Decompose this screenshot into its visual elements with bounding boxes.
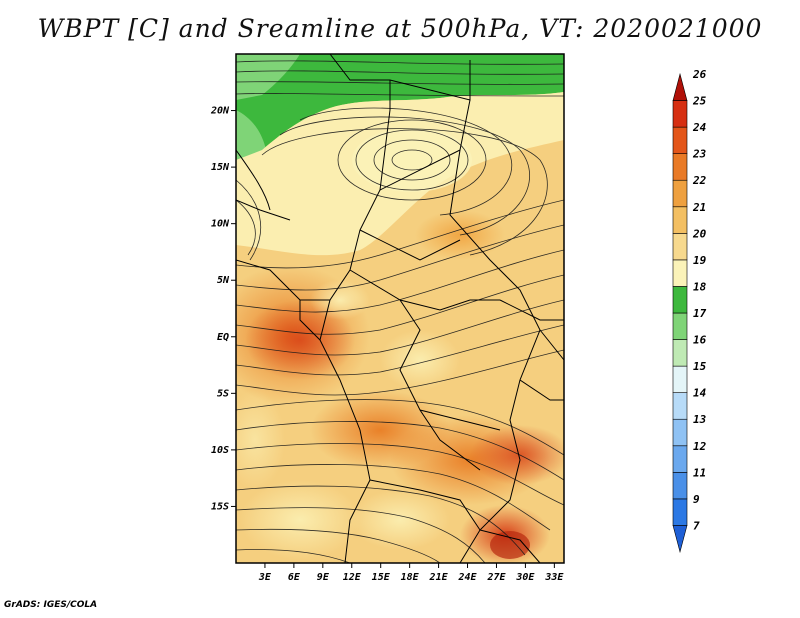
- lon-label: 18E: [401, 572, 420, 583]
- software-credit: GrADS: IGES/COLA: [4, 600, 98, 610]
- lon-label: 15E: [372, 572, 391, 583]
- lat-label: EQ: [217, 332, 229, 343]
- colorbar-swatch: [672, 126, 688, 154]
- colorbar-swatch: [672, 339, 688, 367]
- colorbar-swatch: [672, 312, 688, 340]
- colorbar-swatch: [672, 100, 688, 128]
- colorbar-label: 24: [692, 121, 707, 134]
- lat-label: 15S: [211, 501, 229, 512]
- lat-label: 10N: [211, 219, 230, 230]
- colorbar-swatch: [672, 445, 688, 473]
- longitude-labels: 3E 6E 9E 12E 15E 18E 21E 24E 27E 30E 33E: [258, 563, 564, 583]
- colorbar-label: 17: [693, 307, 707, 320]
- colorbar-label: 12: [693, 440, 707, 453]
- colorbar-swatch: [672, 233, 688, 261]
- map-title: WBPT [C] and Sreamline at 500hPa, VT: 20…: [37, 14, 763, 43]
- colorbar-swatch: [672, 498, 688, 526]
- colorbar-label: 11: [693, 466, 706, 479]
- colorbar-label: 16: [693, 334, 707, 347]
- streamlines: [236, 60, 564, 563]
- latitude-labels: 20N 15N 10N 5N EQ 5S 10S 15S: [210, 106, 236, 512]
- colorbar-swatch: [672, 286, 688, 314]
- colorbar-swatch: [672, 72, 688, 101]
- colorbar-swatch: [672, 153, 688, 181]
- map-frame: [235, 53, 565, 564]
- colorbar-label: 22: [692, 174, 707, 187]
- colorbar-swatch: [672, 418, 688, 447]
- colorbar-swatch: [672, 179, 688, 208]
- colorbar-swatch: [672, 472, 688, 500]
- lat-label: 5N: [217, 275, 230, 286]
- lon-label: 9E: [317, 572, 330, 583]
- colorbar-swatch: [672, 206, 688, 234]
- wbpt-shading: [236, 54, 564, 563]
- colorbar-label: 7: [693, 519, 700, 532]
- colorbar-swatch: [672, 259, 688, 287]
- colorbar-label: 15: [693, 360, 707, 373]
- lat-label: 20N: [210, 106, 230, 117]
- lat-label: 10S: [211, 445, 229, 456]
- colorbar-label: 21: [692, 201, 706, 214]
- colorbar-label: 26: [692, 68, 707, 81]
- colorbar-label: 23: [692, 148, 707, 161]
- country-borders: [236, 54, 564, 563]
- colorbar-label: 9: [693, 493, 700, 506]
- colorbar-label: 19: [693, 254, 707, 267]
- colorbar-label: 14: [693, 387, 707, 400]
- lat-label: 5S: [217, 388, 229, 399]
- lon-label: 27E: [486, 572, 506, 583]
- colorbar-swatch: [672, 392, 688, 420]
- colorbar-swatch: [672, 365, 688, 393]
- lat-label: 15N: [211, 162, 230, 173]
- lon-label: 3E: [258, 572, 272, 583]
- colorbar-swatch: [672, 525, 688, 554]
- colorbar-label: 18: [693, 280, 707, 293]
- colorbar-label: 25: [692, 95, 707, 108]
- lon-label: 33E: [544, 572, 564, 583]
- lon-label: 6E: [288, 572, 301, 583]
- colorbar-label: 20: [692, 227, 707, 240]
- colorbar-label: 13: [693, 413, 707, 426]
- colorbar: 7 9 11 12 13 14 15 16 17 18 19 20 21 22 23 24 25 26: [672, 68, 707, 554]
- lon-label: 24E: [457, 572, 477, 583]
- lon-label: 21E: [429, 572, 449, 583]
- lon-label: 30E: [515, 572, 535, 583]
- lon-label: 12E: [343, 572, 362, 583]
